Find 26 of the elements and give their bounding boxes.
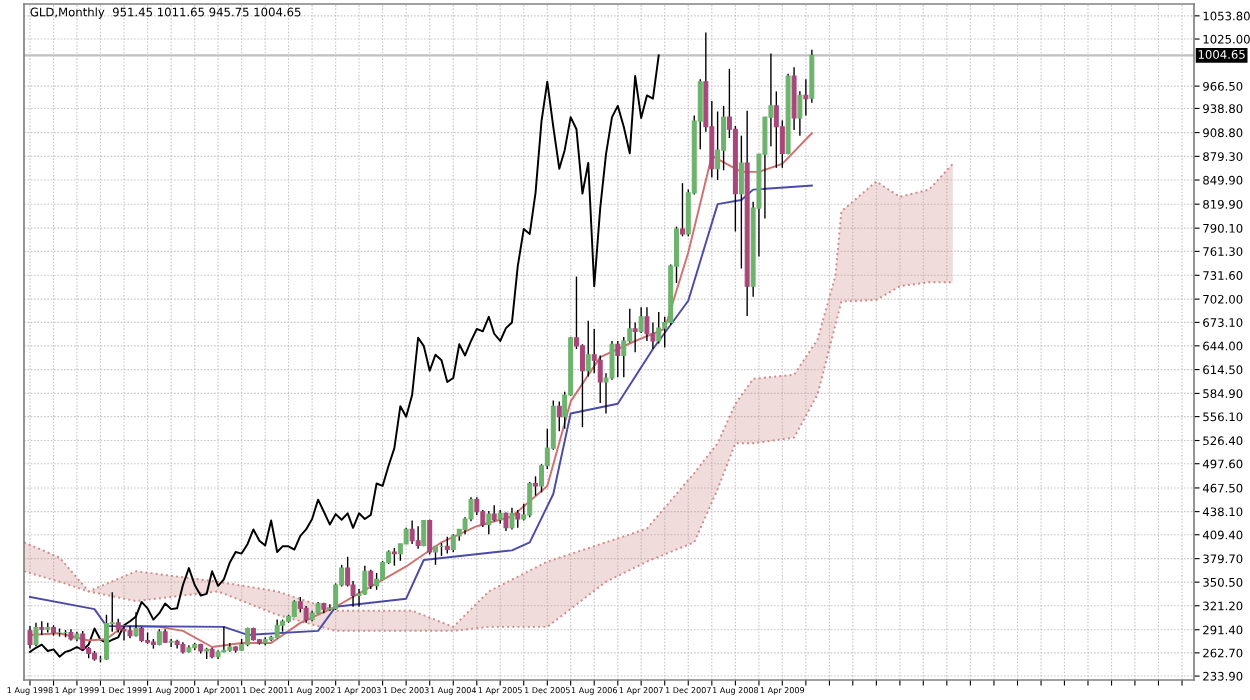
candlestick [421, 519, 427, 548]
candlestick [409, 519, 415, 545]
candlestick [133, 611, 139, 638]
candlestick [415, 525, 421, 550]
candlestick [644, 306, 650, 342]
candlestick [585, 320, 591, 378]
candlestick [121, 625, 127, 642]
candlestick [632, 321, 638, 353]
candlestick [168, 638, 174, 648]
candlestick [715, 110, 721, 181]
candlestick [80, 630, 86, 651]
candlestick [791, 66, 797, 131]
candlestick [656, 311, 662, 345]
candlestick [556, 400, 562, 432]
candlestick [368, 568, 374, 590]
candlestick [533, 475, 539, 497]
candlestick [486, 510, 492, 535]
candlestick [509, 506, 515, 531]
candlestick [615, 340, 621, 378]
candlestick [527, 481, 533, 519]
candlestick [738, 134, 744, 270]
candlestick [803, 78, 809, 117]
candlestick [427, 519, 433, 556]
candlestick [433, 545, 438, 566]
candlestick [768, 52, 774, 147]
candlestick [679, 182, 685, 238]
